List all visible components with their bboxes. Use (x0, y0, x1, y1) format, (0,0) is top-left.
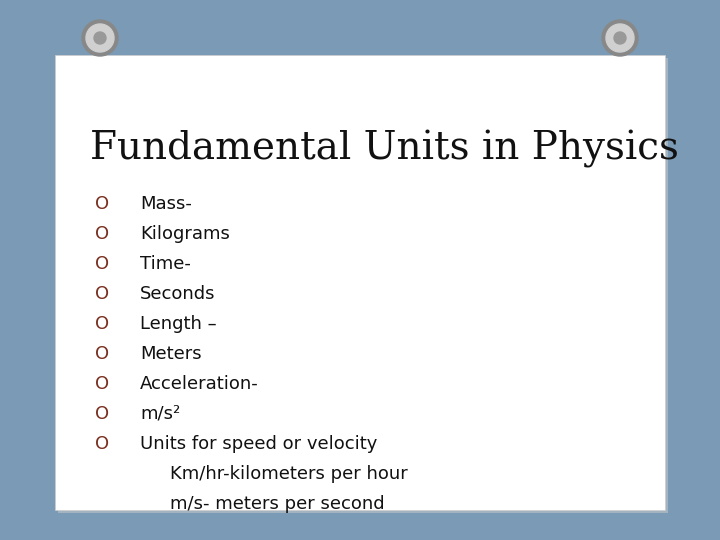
FancyBboxPatch shape (58, 58, 668, 513)
Text: Time-: Time- (140, 255, 191, 273)
Circle shape (614, 32, 626, 44)
Text: Length –: Length – (140, 315, 217, 333)
Circle shape (94, 32, 106, 44)
Text: m/s²: m/s² (140, 405, 180, 423)
Text: O: O (95, 195, 109, 213)
Text: O: O (95, 375, 109, 393)
FancyBboxPatch shape (55, 55, 665, 510)
Circle shape (602, 20, 638, 56)
Text: O: O (95, 315, 109, 333)
Circle shape (82, 20, 118, 56)
Text: O: O (95, 225, 109, 243)
Text: m/s- meters per second: m/s- meters per second (170, 495, 384, 513)
Text: Mass-: Mass- (140, 195, 192, 213)
Text: Units for speed or velocity: Units for speed or velocity (140, 435, 377, 453)
Text: Kilograms: Kilograms (140, 225, 230, 243)
Text: Meters: Meters (140, 345, 202, 363)
Text: O: O (95, 285, 109, 303)
Text: O: O (95, 405, 109, 423)
Circle shape (606, 24, 634, 52)
Text: Fundamental Units in Physics: Fundamental Units in Physics (90, 130, 679, 168)
Text: Seconds: Seconds (140, 285, 215, 303)
Text: Acceleration-: Acceleration- (140, 375, 258, 393)
Text: O: O (95, 345, 109, 363)
Circle shape (86, 24, 114, 52)
Text: O: O (95, 435, 109, 453)
Text: Km/hr-kilometers per hour: Km/hr-kilometers per hour (170, 465, 408, 483)
Text: O: O (95, 255, 109, 273)
